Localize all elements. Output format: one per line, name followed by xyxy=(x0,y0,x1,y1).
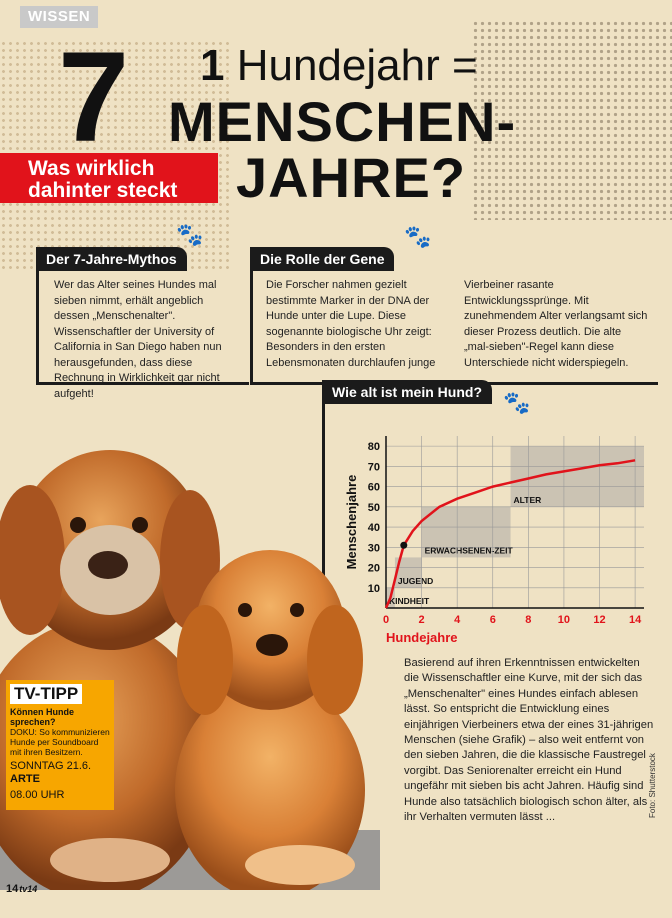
chart-xtick-label: 10 xyxy=(558,614,570,626)
headline-number: 7 xyxy=(58,26,130,169)
chart-xtick-label: 4 xyxy=(454,614,461,626)
chart-ytick-label: 50 xyxy=(368,502,380,514)
halftone-pattern-right xyxy=(472,20,672,220)
chart-xtick-label: 0 xyxy=(383,614,389,626)
box-mythos-text: Wer das Alter seines Hundes mal sieben n… xyxy=(54,279,222,400)
box-gene-heading: Die Rolle der Gene xyxy=(250,247,395,271)
chart-band-label: ALTER xyxy=(514,495,542,505)
dogs-photo xyxy=(0,450,380,890)
chart-curve xyxy=(384,459,636,609)
box-gene-text-col2: Vierbeiner rasante Entwicklungssprünge. … xyxy=(464,279,648,369)
chart-ytick-label: 20 xyxy=(368,563,380,575)
tv-tipp-channel: ARTE xyxy=(10,773,40,785)
chart-band-label: JUGEND xyxy=(398,576,433,586)
tv-tipp-day: SONNTAG 21.6. xyxy=(10,760,92,772)
magazine-name: tv14 xyxy=(19,884,38,894)
chart-xtick-label: 6 xyxy=(490,614,496,626)
paw-icon: 🐾 xyxy=(404,224,432,249)
body-text-2: Basierend auf ihren Erkenntnissen entwic… xyxy=(404,657,654,824)
chart-band xyxy=(421,506,511,558)
paw-icon: 🐾 xyxy=(176,222,204,247)
chart-ytick-label: 30 xyxy=(368,542,380,554)
chart-y-label: Menschenjahre xyxy=(344,475,359,570)
headline-line2: MENSCHEN- xyxy=(168,90,517,153)
box-gene-text-col1: Die Forscher nahmen gezielt bestimmte Ma… xyxy=(266,279,436,369)
age-chart: KINDHEIT JUGEND ERWACHSENEN-ZEIT ALTER 10 20 3… xyxy=(340,428,650,653)
page-number: 14 xyxy=(6,883,19,895)
tv-tipp-heading: TV-TIPP xyxy=(10,684,83,704)
section-tag: WISSEN xyxy=(20,6,99,28)
tv-tipp-box: TV-TIPP Können Hunde sprechen? DOKU: So … xyxy=(6,680,114,810)
headline-line1-text: Hundejahr = xyxy=(224,41,478,90)
headline-line1: 1 Hundejahr = xyxy=(200,40,478,92)
tv-tipp-question: Können Hunde sprechen? xyxy=(10,707,74,727)
box-chart-heading: Wie alt ist mein Hund? xyxy=(322,380,492,404)
chart-x-label: Hundejahre xyxy=(386,630,458,645)
chart-ytick-label: 60 xyxy=(368,482,380,494)
chart-xtick-label: 2 xyxy=(419,614,425,626)
chart-ytick-label: 40 xyxy=(368,522,380,534)
subheadline-banner: Was wirklich dahinter steckt xyxy=(0,153,218,203)
chart-band-label: ERWACHSENEN-ZEIT xyxy=(425,545,514,555)
banner-line1: Was wirklich xyxy=(28,157,155,180)
box-chart-frame xyxy=(322,398,325,638)
chart-xtick-label: 12 xyxy=(593,614,605,626)
chart-ytick-label: 10 xyxy=(368,583,380,595)
chart-ytick-label: 80 xyxy=(368,441,380,453)
headline-line1-number: 1 xyxy=(200,41,225,90)
paw-icon: 🐾 xyxy=(503,390,531,415)
tv-tipp-desc: DOKU: So kommunizieren Hunde per Soundbo… xyxy=(10,727,110,757)
photo-credit: Foto: Shutterstock xyxy=(648,753,657,818)
chart-xtick-label: 8 xyxy=(525,614,531,626)
box-mythos-frame xyxy=(36,262,249,385)
chart-band-label: KINDHEIT xyxy=(389,596,430,606)
banner-line2: dahinter steckt xyxy=(28,179,178,202)
box-mythos-heading: Der 7-Jahre-Mythos xyxy=(36,247,187,271)
tv-tipp-time: 08.00 UHR xyxy=(10,789,65,801)
headline-line3: JAHRE? xyxy=(236,146,467,209)
chart-marker-point xyxy=(400,541,408,549)
age-chart-svg: KINDHEITJUGENDERWACHSENEN-ZEITALTER10203… xyxy=(344,436,644,645)
footer-page: 14tv14 xyxy=(6,883,37,895)
chart-xtick-label: 14 xyxy=(629,614,642,626)
chart-ytick-label: 70 xyxy=(368,461,380,473)
